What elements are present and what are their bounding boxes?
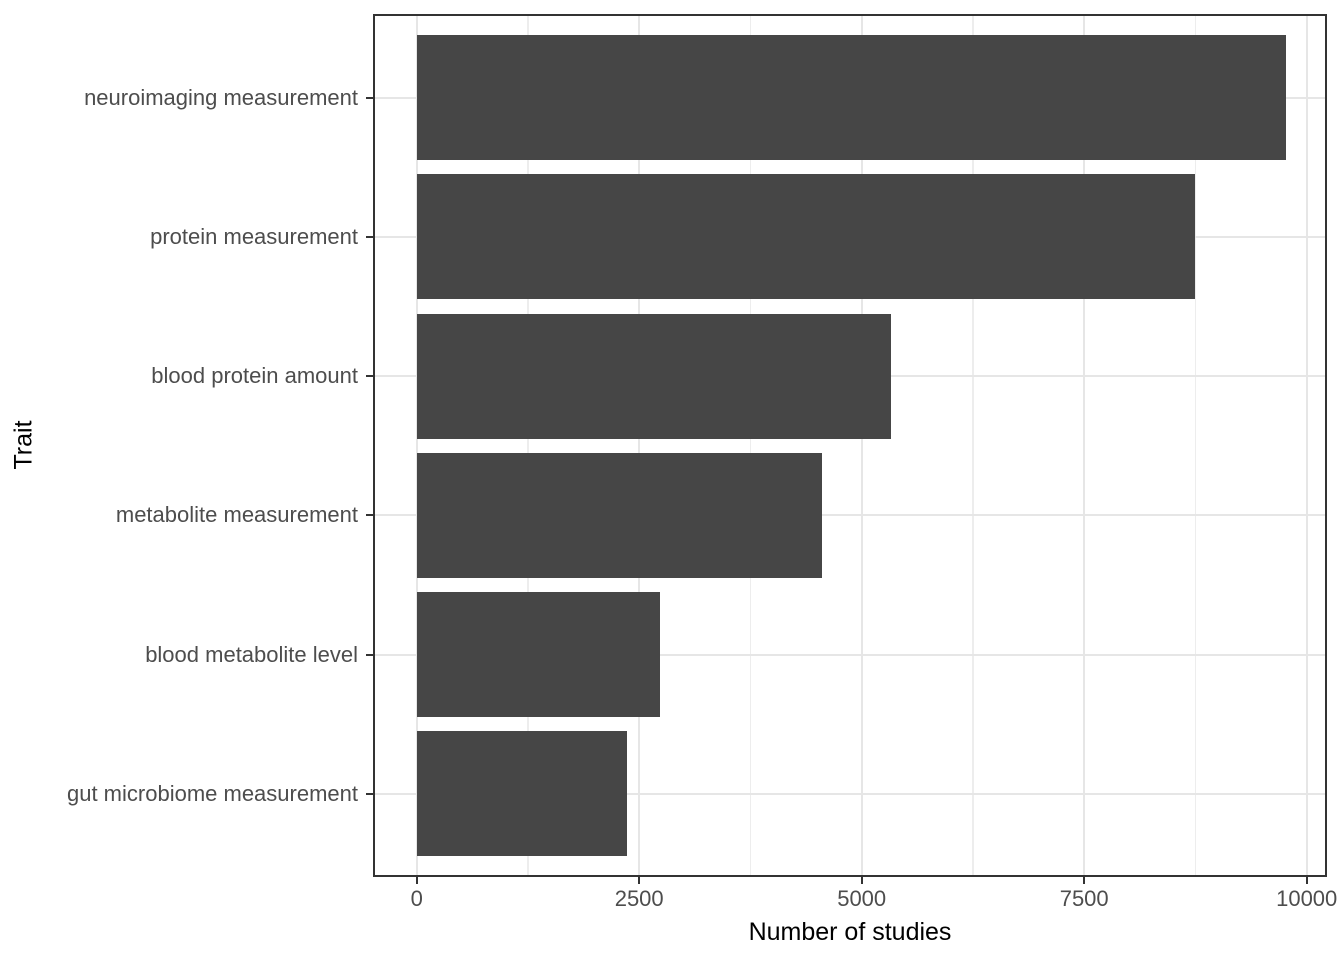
minor-gridline bbox=[749, 14, 752, 877]
y-axis-title: Trait bbox=[9, 420, 38, 470]
major-gridline bbox=[1305, 14, 1308, 877]
bar-blood-protein-amount bbox=[416, 313, 892, 439]
bar-gut-microbiome-measurement bbox=[416, 731, 627, 857]
x-tick-mark bbox=[638, 877, 641, 884]
minor-gridline bbox=[972, 14, 974, 877]
x-tick-label: 7500 bbox=[1059, 886, 1109, 911]
y-tick-mark bbox=[366, 375, 373, 378]
y-tick-label: neuroimaging measurement bbox=[84, 84, 358, 110]
category-gridline bbox=[373, 653, 1327, 656]
x-tick-label: 10000 bbox=[1276, 886, 1338, 911]
bar-neuroimaging-measurement bbox=[416, 35, 1287, 161]
x-tick-mark bbox=[860, 877, 863, 884]
y-tick-mark bbox=[366, 653, 373, 656]
y-tick-label: blood metabolite level bbox=[145, 641, 358, 667]
major-gridline bbox=[860, 14, 863, 877]
y-tick-label: protein measurement bbox=[150, 223, 358, 249]
x-tick-label: 0 bbox=[410, 886, 423, 911]
y-tick-mark bbox=[366, 235, 373, 238]
x-axis-title: Number of studies bbox=[748, 918, 952, 946]
minor-gridline bbox=[1194, 14, 1197, 877]
bar-blood-metabolite-level bbox=[416, 592, 660, 717]
x-tick-label: 5000 bbox=[837, 886, 887, 911]
major-gridline bbox=[638, 14, 641, 877]
x-tick-mark bbox=[1305, 877, 1308, 884]
minor-gridline bbox=[527, 14, 529, 877]
y-tick-label: metabolite measurement bbox=[115, 502, 358, 528]
y-tick-mark bbox=[366, 514, 373, 517]
x-tick-label: 2500 bbox=[614, 886, 664, 911]
major-gridline bbox=[1083, 14, 1086, 877]
y-tick-mark bbox=[366, 792, 373, 795]
category-gridline bbox=[373, 792, 1327, 795]
major-gridline bbox=[415, 14, 418, 877]
x-tick-mark bbox=[1083, 877, 1086, 884]
bar-protein-measurement bbox=[416, 174, 1195, 300]
y-tick-label: gut microbiome measurement bbox=[66, 780, 358, 806]
bar-metabolite-measurement bbox=[416, 452, 822, 578]
plot-panel bbox=[373, 14, 1327, 877]
category-gridline bbox=[373, 514, 1327, 517]
y-tick-label: blood protein amount bbox=[151, 363, 358, 389]
x-tick-mark bbox=[415, 877, 418, 884]
y-tick-mark bbox=[366, 96, 373, 99]
